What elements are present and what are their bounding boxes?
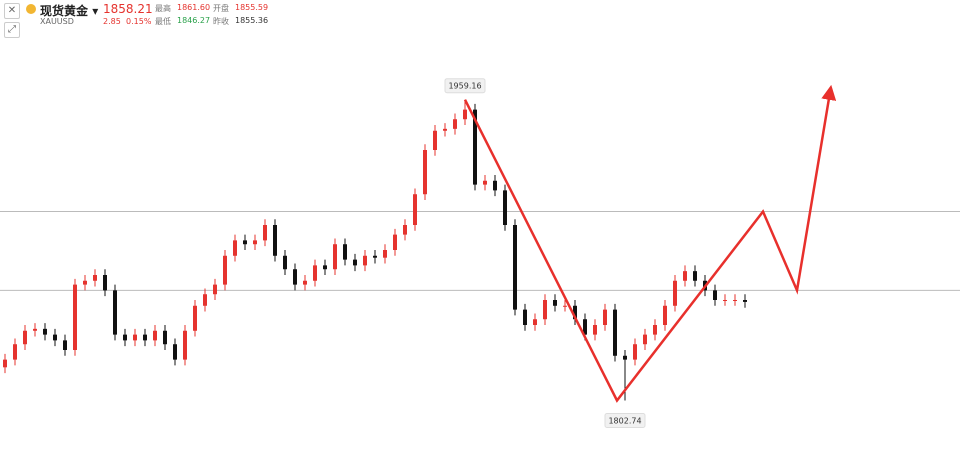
stat-label: 昨收 bbox=[213, 17, 229, 26]
candle-body bbox=[53, 334, 57, 341]
candle-body bbox=[73, 284, 77, 350]
candle-body bbox=[143, 334, 147, 341]
candle-body bbox=[383, 250, 387, 258]
candle-body bbox=[673, 280, 677, 306]
candle-body bbox=[193, 305, 197, 331]
candle-body bbox=[43, 328, 47, 335]
candle-body bbox=[63, 340, 67, 350]
change-pct: 0.15% bbox=[126, 17, 152, 26]
stat-value: 1855.59 bbox=[235, 3, 269, 12]
candle-body bbox=[113, 290, 117, 335]
candle-body bbox=[263, 225, 267, 241]
header: ✕ ⤢ 现货黄金 ▾ XAUUSD 1858.21 2.85 0.15% 最高 1… bbox=[0, 0, 400, 40]
candle-body bbox=[553, 300, 557, 306]
candle-body bbox=[223, 255, 227, 285]
extreme-label: 1959.16 bbox=[448, 82, 481, 91]
candle-body bbox=[13, 344, 17, 360]
stat-value: 1855.36 bbox=[235, 16, 269, 25]
candle-body bbox=[683, 271, 687, 281]
candle-body bbox=[433, 130, 437, 150]
candle-body bbox=[353, 259, 357, 266]
stat-value: 1846.27 bbox=[177, 16, 211, 25]
candle-body bbox=[533, 319, 537, 325]
candle-body bbox=[413, 194, 417, 225]
candle-body bbox=[323, 265, 327, 270]
candle-body bbox=[183, 330, 187, 360]
candle-body bbox=[363, 255, 367, 266]
stat-label: 最低 bbox=[155, 17, 171, 26]
candle-body bbox=[623, 355, 627, 360]
candle-body bbox=[523, 309, 527, 325]
candle-body bbox=[373, 255, 377, 258]
candle-body bbox=[513, 225, 517, 310]
label-box bbox=[444, 78, 486, 94]
instrument-name[interactable]: 现货黄金 ▾ bbox=[40, 4, 99, 18]
candle-body bbox=[163, 330, 167, 345]
candle-body bbox=[743, 300, 747, 302]
forecast-path bbox=[463, 84, 837, 403]
stat-label: 最高 bbox=[155, 4, 171, 13]
candle-body bbox=[403, 225, 407, 235]
close-button[interactable]: ✕ bbox=[4, 3, 20, 19]
extreme-label: 1802.74 bbox=[608, 417, 641, 426]
change: 2.85 bbox=[103, 17, 121, 26]
candle-body bbox=[573, 305, 577, 320]
candle-body bbox=[303, 280, 307, 285]
candle-body bbox=[493, 180, 497, 191]
candle-body bbox=[333, 244, 337, 270]
candle-body bbox=[3, 359, 7, 368]
candle-body bbox=[463, 109, 467, 120]
candle-body bbox=[153, 330, 157, 341]
candle-body bbox=[423, 150, 427, 195]
candle-body bbox=[393, 234, 397, 250]
name: 现货黄金 bbox=[40, 4, 89, 18]
candle-body bbox=[473, 109, 477, 185]
candle-body bbox=[343, 244, 347, 260]
candle-body bbox=[33, 328, 37, 331]
symbol: XAUUSD bbox=[40, 17, 74, 26]
candle-body bbox=[653, 325, 657, 335]
candle-body bbox=[23, 330, 27, 345]
candle-body bbox=[503, 190, 507, 225]
candle-body bbox=[733, 300, 737, 301]
candle-body bbox=[253, 240, 257, 245]
candle-body bbox=[123, 334, 127, 341]
candle-body bbox=[543, 300, 547, 320]
candle-body bbox=[563, 305, 567, 307]
candle-body bbox=[583, 319, 587, 335]
tool-button[interactable]: ⤢ bbox=[4, 22, 20, 38]
candle-body bbox=[603, 309, 607, 325]
candle-body bbox=[203, 294, 207, 306]
candle-body bbox=[93, 275, 97, 281]
candle-body bbox=[273, 225, 277, 256]
candle-body bbox=[213, 284, 217, 295]
label-box bbox=[604, 413, 646, 428]
candle-body bbox=[663, 305, 667, 325]
candle-body bbox=[243, 240, 247, 245]
candle-body bbox=[313, 265, 317, 281]
candle-body bbox=[443, 128, 447, 131]
candle-body bbox=[633, 344, 637, 360]
candle-body bbox=[283, 255, 287, 270]
stat-label: 开盘 bbox=[213, 4, 229, 13]
candle-body bbox=[693, 271, 697, 281]
candle-body bbox=[713, 290, 717, 300]
candle-body bbox=[83, 280, 87, 285]
candle-body bbox=[233, 240, 237, 256]
candle-body bbox=[643, 334, 647, 345]
candle-body bbox=[103, 275, 107, 291]
candle-body bbox=[173, 344, 177, 360]
candle-body bbox=[293, 269, 297, 285]
candle-body bbox=[453, 119, 457, 129]
candle-body bbox=[133, 334, 137, 341]
gold-icon bbox=[26, 4, 36, 14]
candle-body bbox=[483, 180, 487, 185]
candle-body bbox=[593, 325, 597, 335]
candle-body bbox=[723, 300, 727, 301]
price: 1858.21 bbox=[103, 2, 153, 16]
candle-body bbox=[613, 309, 617, 356]
stat-value: 1861.60 bbox=[177, 3, 211, 12]
